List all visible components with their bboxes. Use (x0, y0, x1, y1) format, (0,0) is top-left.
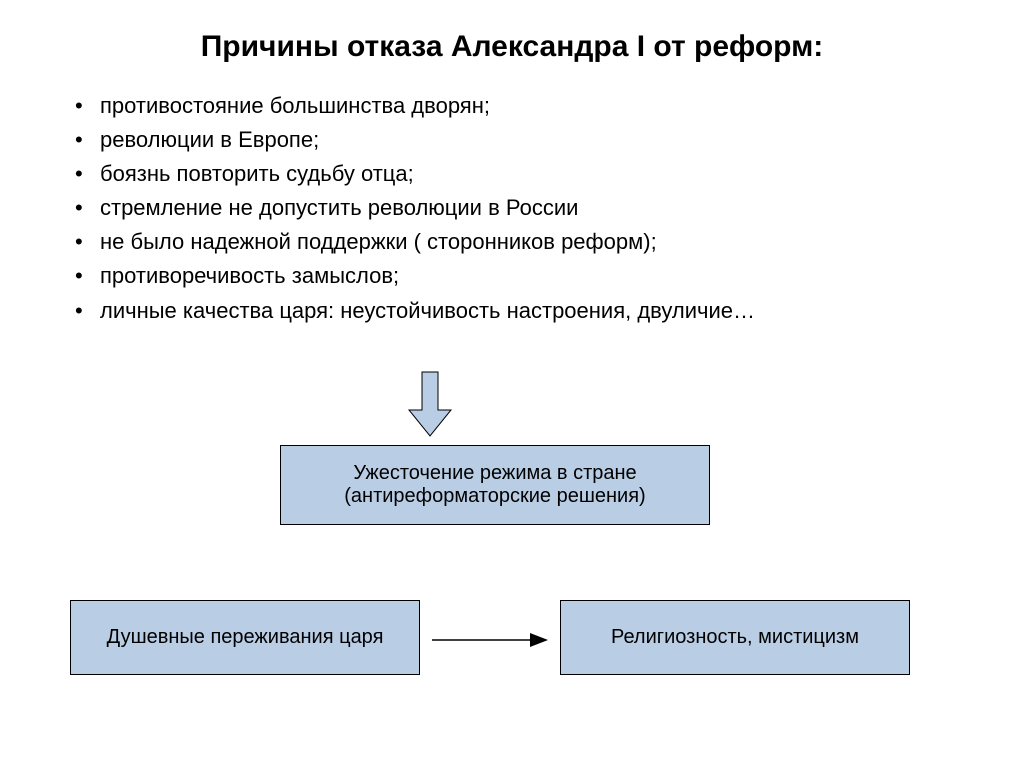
box-text: Религиозность, мистицизм (611, 626, 859, 649)
list-item: революции в Европе; (70, 123, 974, 157)
box-text-line2: (антиреформаторские решения) (344, 485, 645, 508)
result-box-regime: Ужесточение режима в стране (антиреформа… (280, 445, 710, 525)
list-item: личные качества царя: неустойчивость нас… (70, 294, 974, 328)
reasons-list: противостояние большинства дворян; револ… (70, 89, 974, 328)
list-item: не было надежной поддержки ( сторонников… (70, 225, 974, 259)
box-soul: Душевные переживания царя (70, 600, 420, 675)
list-item: противоречивость замыслов; (70, 259, 974, 293)
arrow-right-icon (430, 625, 550, 655)
list-item: стремление не допустить революции в Росс… (70, 191, 974, 225)
slide-title: Причины отказа Александра I от реформ: (90, 30, 934, 64)
arrow-down-icon (405, 370, 455, 440)
box-religion: Религиозность, мистицизм (560, 600, 910, 675)
list-item: боязнь повторить судьбу отца; (70, 157, 974, 191)
box-text-line1: Ужесточение режима в стране (344, 462, 645, 485)
box-text: Душевные переживания царя (107, 626, 384, 649)
list-item: противостояние большинства дворян; (70, 89, 974, 123)
